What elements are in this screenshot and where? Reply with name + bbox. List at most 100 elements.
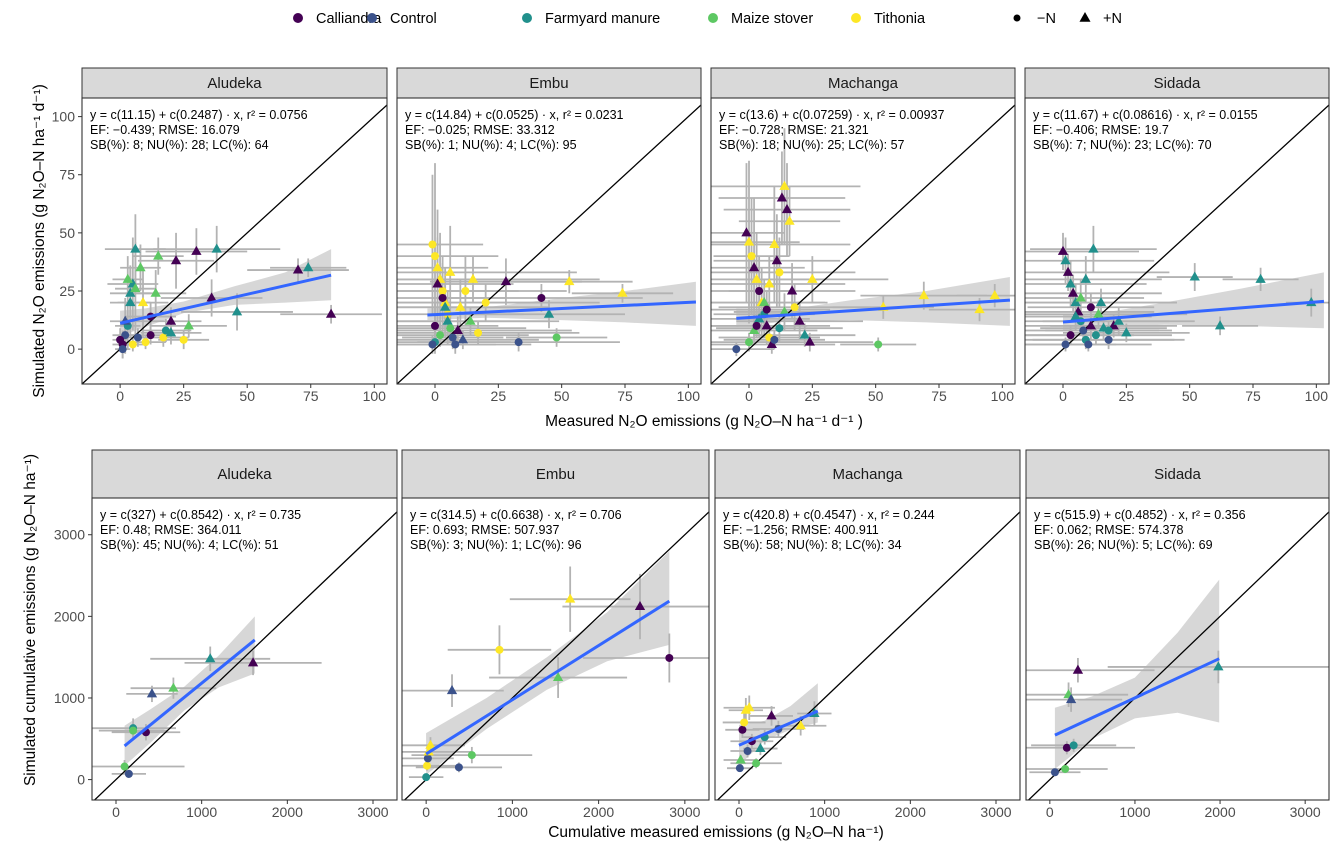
data-point-minus-n [1104,326,1113,335]
data-point-minus-n [495,645,504,654]
data-point-plus-n [467,273,479,283]
data-point-plus-n [771,255,783,265]
y-tick-label: 0 [67,341,75,357]
data-point-plus-n [191,245,202,255]
data-point-minus-n [121,331,130,340]
data-point-minus-n [770,335,779,344]
data-point-minus-n [124,769,133,778]
top-y-axis-title: Simulated N₂O emissions (g N₂O–N ha⁻¹ d⁻… [31,84,48,398]
data-point-plus-n [150,287,161,297]
panel-bottom-sidada: Sidada y = c(515.9) + c(0.4852) · x, r² =… [1025,449,1330,820]
data-point-minus-n [1061,764,1070,773]
x-tick-label: 50 [1182,388,1198,404]
fit-annotation: SB(%): 1; NU(%): 4; LC(%): 95 [405,138,577,152]
y-tick-label: 2000 [54,608,85,624]
data-point-minus-n [454,763,463,772]
data-point-plus-n [1214,320,1226,330]
data-point-plus-n [500,276,512,286]
x-tick-label: 2000 [895,804,926,820]
data-point-plus-n [807,273,818,283]
data-point-minus-n [436,331,445,340]
data-point-plus-n [799,329,810,339]
panel-strip-label: Aludeka [217,466,272,483]
data-point-plus-n [153,250,164,260]
data-point-minus-n [740,718,749,727]
data-point-plus-n [617,287,628,297]
data-point-minus-n [1062,743,1071,752]
data-point-minus-n [423,761,432,770]
plot-background [1025,98,1329,384]
x-tick-label: 0 [735,804,743,820]
data-point-minus-n [448,333,457,342]
plot-area: y = c(13.6) + c(0.07259) · x, r² = 0.009… [711,98,1015,384]
x-tick-label: 25 [1119,388,1135,404]
legend-swatch-calliandra [293,13,303,23]
data-point-minus-n [775,268,784,277]
plot-area: y = c(515.9) + c(0.4852) · x, r² = 0.356… [1026,498,1329,800]
x-tick-label: 0 [1046,804,1054,820]
data-point-plus-n [741,227,752,237]
data-point-minus-n [481,298,490,307]
data-point-plus-n [122,273,133,283]
data-point-plus-n [135,262,146,272]
data-point-minus-n [120,762,129,771]
x-tick-label: 1000 [186,804,217,820]
y-tick-label: 50 [59,225,75,241]
regression-line [427,300,697,317]
panel-top-aludeka: Aludeka y = c(11.15) + c(0.2487) · x, r² … [52,67,388,404]
data-point-minus-n [514,338,523,347]
legend-label: Calliandra [316,11,382,27]
fit-annotation: SB(%): 8; NU(%): 28; LC(%): 64 [90,138,269,152]
plot-area: y = c(14.84) + c(0.0525) · x, r² = 0.023… [397,98,701,384]
data-point-plus-n [1065,278,1076,288]
data-point-plus-n [989,290,1000,300]
data-point-plus-n [432,278,443,288]
data-point-plus-n [755,742,766,753]
data-point-minus-n [775,324,784,333]
data-point-plus-n [1255,273,1266,283]
data-point-plus-n [751,273,762,283]
data-point-minus-n [738,725,747,734]
fit-annotation: y = c(327) + c(0.8542) · x, r² = 0.735 [100,508,301,522]
data-point-minus-n [141,338,150,347]
data-point-plus-n [748,262,760,272]
data-point-minus-n [118,345,127,354]
x-tick-label: 50 [239,388,255,404]
fit-annotation: EF: −0.439; RMSE: 16.079 [90,123,240,137]
x-tick-label: 1000 [1119,804,1150,820]
data-point-plus-n [1113,315,1124,325]
plot-background [715,498,1020,800]
x-tick-label: 2000 [1204,804,1235,820]
regression-line [736,298,1011,320]
panel-bottom-machanga: Machanga y = c(420.8) + c(0.4547) · x, r²… [714,449,1021,820]
panel-strip-label: Machanga [832,466,903,483]
panel-strip [1025,449,1330,499]
data-point-plus-n [170,255,182,265]
data-point-minus-n [1104,335,1113,344]
data-point-minus-n [446,324,455,333]
y-tick-label: 0 [77,772,85,788]
x-tick-label: 3000 [669,804,700,820]
data-point-minus-n [428,340,437,349]
data-point-minus-n [874,340,883,349]
data-point-plus-n [794,315,805,325]
panel-border [1025,497,1330,801]
x-tick-label: 100 [677,388,701,404]
confidence-band [1054,579,1220,769]
panel-top-embu: Embu y = c(14.84) + c(0.0525) · x, r² = 0… [396,67,702,404]
data-point-plus-n [1088,243,1099,253]
data-point-minus-n [129,726,138,735]
data-point-minus-n [1084,340,1093,349]
data-point-minus-n [1079,326,1088,335]
data-point-plus-n [1067,287,1079,297]
panel-border [710,97,1016,385]
legend-label: Farmyard manure [545,11,660,27]
fit-annotation: y = c(13.6) + c(0.07259) · x, r² = 0.009… [719,108,945,122]
data-point-minus-n [747,252,756,261]
panel-top-machanga: Machanga y = c(13.6) + c(0.07259) · x, r²… [710,67,1016,404]
data-point-plus-n [211,243,222,253]
x-tick-label: 0 [745,388,753,404]
data-point-plus-n [1070,297,1081,307]
data-point-plus-n [165,315,177,325]
